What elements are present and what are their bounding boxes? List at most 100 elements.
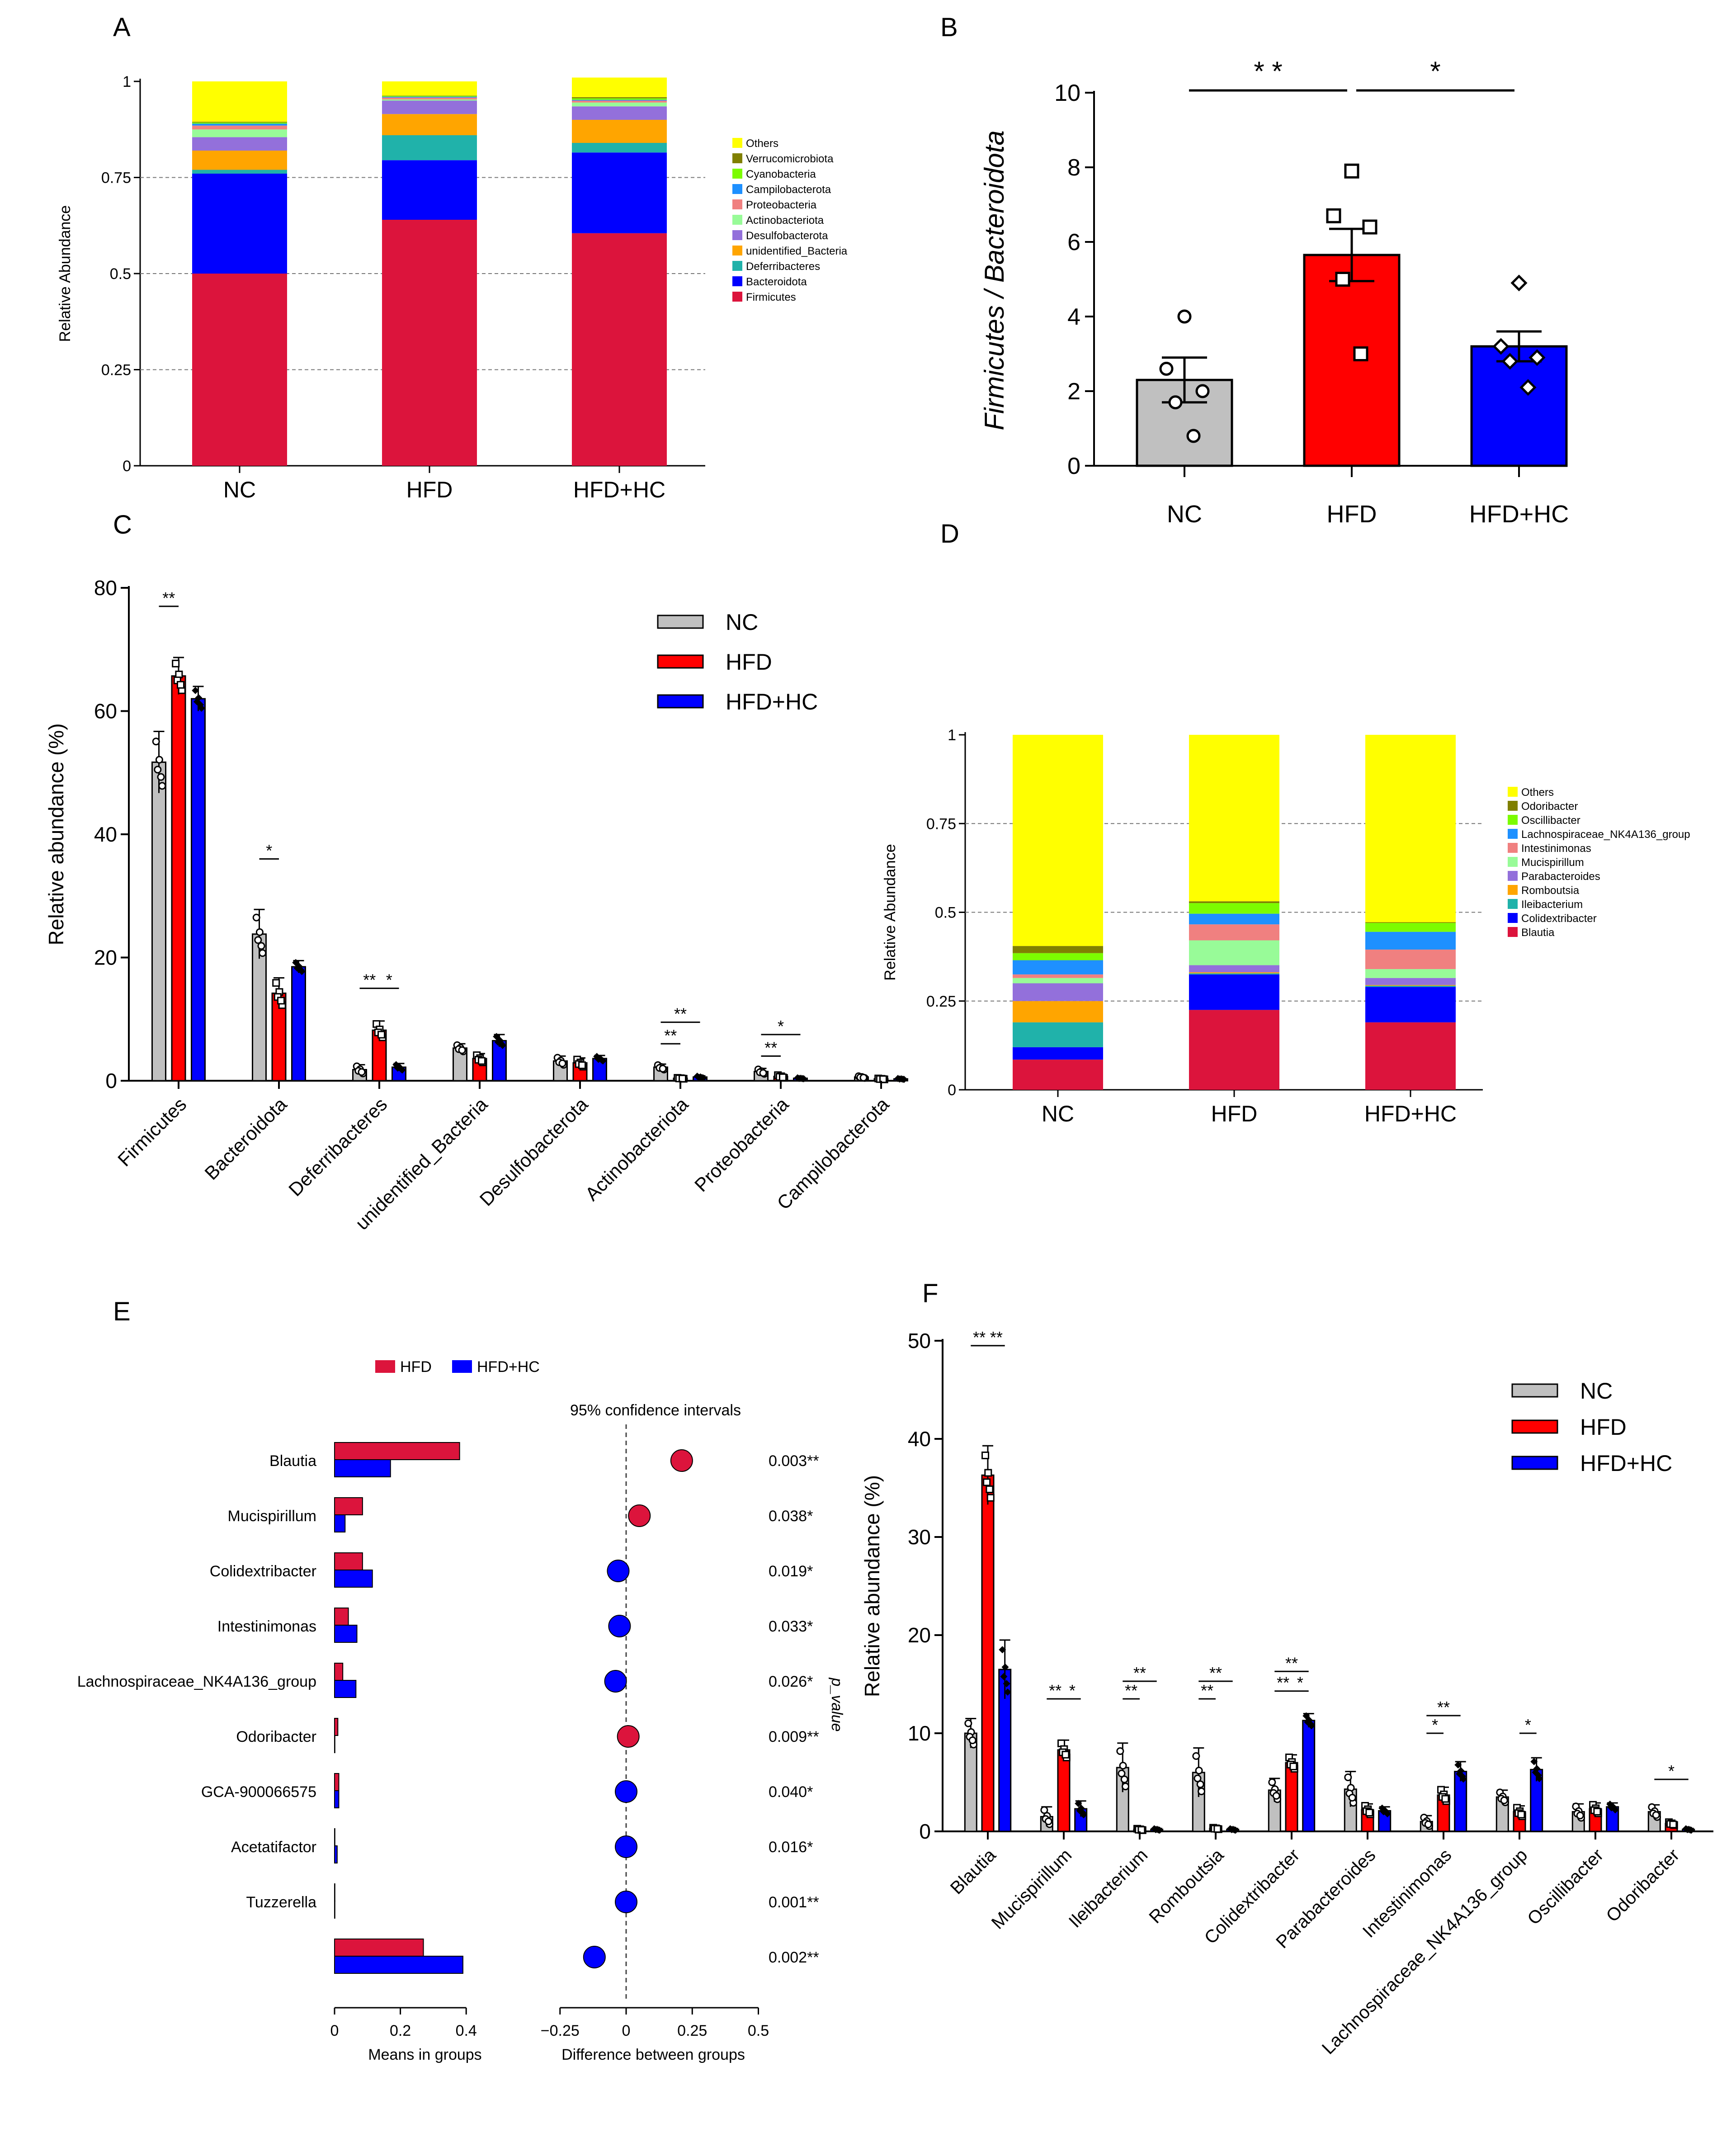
- stack-segment-ileibacterium: [1365, 985, 1456, 987]
- x-category-label: HFD+HC: [1469, 501, 1569, 528]
- y-tick-label: 40: [94, 823, 117, 846]
- bar-hfd: [1285, 1762, 1298, 1832]
- y-tick-label: 0: [1067, 453, 1080, 479]
- panel-f-genus-bars: 0 10 20 30 40 50 Relative abundance (%) Blautia…: [860, 1328, 1713, 2058]
- bar-hfd-hc: [998, 1669, 1012, 1832]
- p-value: 0.026*: [769, 1673, 813, 1690]
- bar-hfd: [1057, 1749, 1071, 1832]
- data-point: [1289, 1762, 1297, 1770]
- legend-label: Romboutsia: [1521, 884, 1580, 897]
- legend-label: Oscillibacter: [1521, 814, 1580, 827]
- stack-segment-odoribacter: [1013, 946, 1103, 953]
- y-tick-label: 40: [908, 1427, 931, 1451]
- data-point: [1044, 1817, 1052, 1825]
- bar-hfd-hc: [191, 698, 206, 1082]
- data-point: [1122, 1783, 1130, 1791]
- bar-hfd-hc: [291, 966, 306, 1082]
- mean-bar-hfd: [334, 1442, 460, 1460]
- data-point: [1365, 1809, 1373, 1817]
- panel-letter-b: B: [940, 13, 958, 42]
- legend-swatch: [732, 276, 742, 286]
- stack-segment-desulfobacterota: [572, 106, 667, 120]
- legend-label: Bacteroidota: [746, 276, 807, 288]
- legend-swatch: [1508, 787, 1518, 797]
- stack-segment-unidentified_bacteria: [382, 114, 477, 135]
- legend-swatch: [1508, 927, 1518, 937]
- legend-label: Campilobacterota: [746, 184, 831, 196]
- legend-swatch: [657, 694, 704, 709]
- x-tick-label: 0: [622, 2022, 631, 2039]
- legend-swatch: [1508, 885, 1518, 895]
- legend-label: HFD: [1580, 1414, 1627, 1440]
- data-point: [155, 756, 163, 764]
- y-tick-label: 0.75: [101, 170, 131, 187]
- significance-label: **: [1201, 1681, 1213, 1700]
- x-tick-label: 0.5: [748, 2022, 769, 2039]
- stack-segment-proteobacteria: [382, 97, 477, 99]
- stack-segment-intestinimonas: [1013, 974, 1103, 978]
- data-point: [1194, 1774, 1202, 1783]
- data-point: [297, 966, 304, 974]
- data-point: [1001, 1663, 1009, 1671]
- x-axis-label-diff: Difference between groups: [561, 2046, 745, 2063]
- legend-label: HFD+HC: [726, 689, 818, 714]
- stack-segment-actinobacteriota: [572, 102, 667, 107]
- diff-point: [615, 1835, 637, 1858]
- stack-segment-oscillibacter: [1189, 903, 1279, 914]
- data-point: [1652, 1811, 1660, 1819]
- data-point: [1186, 429, 1201, 443]
- data-point: [1268, 1778, 1276, 1786]
- data-point: [1610, 1805, 1618, 1812]
- data-point: [1348, 1793, 1356, 1802]
- diff-point: [583, 1946, 606, 1968]
- x-category-label: Blautia: [947, 1845, 1000, 1898]
- legend-label: Cyanobacteria: [746, 168, 816, 180]
- stack-segment-romboutsia: [1189, 972, 1279, 974]
- stack-segment-deferribacteres: [382, 135, 477, 161]
- bar-nc: [964, 1732, 977, 1832]
- data-point: [1510, 274, 1528, 292]
- data-point: [1075, 1800, 1082, 1807]
- stack-segment-firmicutes: [572, 233, 667, 466]
- y-tick-label: 20: [94, 946, 117, 969]
- y-axis-label: Relative Abundance: [57, 205, 74, 342]
- data-point: [252, 913, 260, 922]
- legend-label: Intestinimonas: [1521, 842, 1591, 855]
- y-tick-label: 0.25: [926, 993, 956, 1010]
- data-point: [968, 1736, 976, 1745]
- mean-bar-hfd: [334, 1552, 363, 1570]
- data-point: [859, 1074, 868, 1082]
- stack-segment-bacteroidota: [572, 152, 667, 233]
- legend-swatch: [1508, 899, 1518, 909]
- stack-segment-romboutsia: [1013, 1001, 1103, 1022]
- panel-b-fb-ratio: 0 2 4 6 8 10 Firmicutes / Bacteroidota NC HFD HFD…: [979, 56, 1569, 528]
- legend-swatch: [657, 615, 704, 629]
- data-point: [1500, 1796, 1508, 1804]
- significance-label: *: [1668, 1762, 1675, 1780]
- stack-segment-oscillibacter: [1365, 923, 1456, 932]
- mean-bar-hfd-hc: [334, 1845, 338, 1863]
- x-tick-label: 0.25: [677, 2022, 707, 2039]
- data-point: [1040, 1806, 1048, 1814]
- stack-segment-intestinimonas: [1365, 949, 1456, 969]
- legend-label: Ileibacterium: [1521, 899, 1583, 911]
- x-tick-label: 0.2: [390, 2022, 411, 2039]
- legend-swatch: [732, 215, 742, 225]
- data-point: [1003, 1680, 1010, 1688]
- y-tick-label: 4: [1067, 304, 1080, 330]
- data-point: [1344, 163, 1359, 179]
- data-point: [1168, 395, 1183, 410]
- legend-swatch: [732, 292, 742, 302]
- data-point: [197, 701, 204, 709]
- x-category-label: Deferribacteres: [284, 1093, 391, 1200]
- data-point: [152, 738, 160, 746]
- legend-label: Lachnospiraceae_NK4A136_group: [1521, 828, 1690, 841]
- data-point: [578, 1061, 586, 1069]
- stack-segment-unidentified_bacteria: [572, 120, 667, 143]
- y-tick-label: 2: [1067, 378, 1080, 405]
- p-value: 0.016*: [769, 1839, 813, 1856]
- data-point: [1335, 272, 1350, 287]
- stack-segment-firmicutes: [192, 274, 287, 466]
- x-category-label: Campilobacterota: [773, 1093, 893, 1214]
- data-point: [1079, 1809, 1086, 1816]
